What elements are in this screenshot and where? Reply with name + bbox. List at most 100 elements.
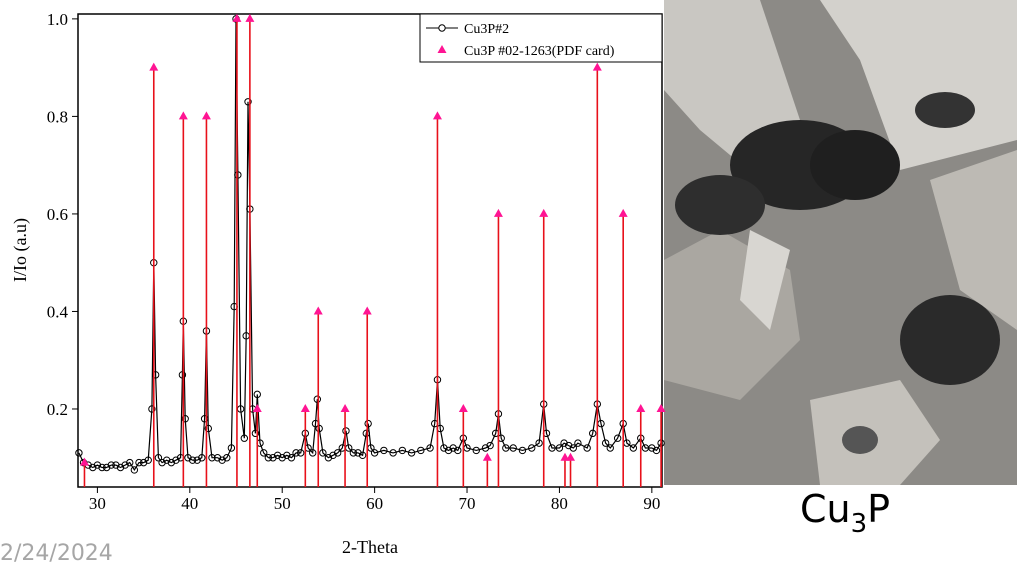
data-point <box>292 449 300 457</box>
y-tick-label: 0.8 <box>47 107 68 126</box>
data-point <box>208 454 216 462</box>
data-point <box>227 444 236 452</box>
y-tick-label: 0.6 <box>47 205 68 224</box>
data-point <box>154 454 163 462</box>
reference-marker <box>618 208 628 217</box>
data-point <box>204 424 212 433</box>
x-tick-label: 80 <box>551 494 568 513</box>
y-axis-label: I/Io (a.u) <box>10 218 31 282</box>
data-point <box>223 454 231 462</box>
x-tick-label: 30 <box>89 494 106 513</box>
data-point <box>370 449 379 457</box>
data-point <box>130 466 139 474</box>
data-point <box>472 446 480 455</box>
data-point <box>535 439 543 447</box>
data-point <box>107 461 115 469</box>
y-tick-label: 0.2 <box>47 400 68 419</box>
data-point <box>426 444 434 452</box>
data-point <box>319 449 327 457</box>
data-point <box>333 449 342 457</box>
data-point <box>364 419 372 428</box>
data-point <box>244 98 252 106</box>
data-point <box>181 415 189 423</box>
plot-frame <box>77 13 663 488</box>
data-point <box>309 449 317 457</box>
data-point <box>315 424 323 433</box>
data-point <box>313 395 322 403</box>
data-point <box>251 429 260 438</box>
data-point <box>98 463 106 472</box>
reference-marker <box>149 62 159 71</box>
reference-marker <box>362 306 372 315</box>
y-tick-label: 0.4 <box>47 302 69 321</box>
data-point <box>601 439 610 447</box>
data-point <box>264 454 273 462</box>
data-point <box>151 371 160 379</box>
x-tick-label: 90 <box>643 494 660 513</box>
reference-marker <box>340 403 350 412</box>
reference-marker <box>539 208 549 217</box>
data-point <box>588 429 597 438</box>
data-point <box>75 449 83 457</box>
data-point <box>398 446 407 455</box>
reference-marker <box>313 306 323 315</box>
data-point <box>358 451 367 460</box>
data-point <box>362 429 371 438</box>
reference-marker <box>432 111 442 120</box>
data-point <box>200 415 209 423</box>
x-tick-label: 50 <box>274 494 291 513</box>
x-tick-label: 60 <box>366 494 383 513</box>
data-point <box>148 405 156 413</box>
reference-marker <box>458 403 468 412</box>
data-point <box>652 446 661 455</box>
reference-marker <box>636 403 646 412</box>
data-point <box>349 449 358 457</box>
data-point <box>548 444 556 452</box>
data-point <box>253 390 261 399</box>
reference-marker <box>178 111 188 120</box>
reference-marker <box>232 13 242 22</box>
data-point <box>502 444 510 452</box>
data-point <box>144 456 152 464</box>
reference-marker <box>493 208 503 217</box>
data-point <box>555 444 564 452</box>
data-point <box>126 458 134 467</box>
data-point <box>198 454 206 462</box>
reference-marker <box>482 452 492 461</box>
data-point <box>342 427 350 435</box>
x-tick-label: 70 <box>459 494 476 513</box>
data-point <box>135 458 143 467</box>
legend-box <box>419 13 663 63</box>
y-tick-label: 1.0 <box>47 10 68 29</box>
x-tick-label: 40 <box>181 494 198 513</box>
data-point <box>389 449 397 457</box>
data-point <box>240 434 249 442</box>
data-point <box>234 171 242 179</box>
reference-marker <box>656 403 666 412</box>
reference-marker <box>201 111 211 120</box>
legend-label: Cu3P#2 <box>464 22 509 37</box>
legend: Cu3P#2 Cu3P #02-1263(PDF card) <box>419 13 663 63</box>
data-point <box>178 371 187 379</box>
reference-marker <box>79 457 89 466</box>
data-point <box>574 439 582 447</box>
reference-marker <box>592 62 602 71</box>
legend-marker <box>438 24 446 32</box>
data-point <box>518 446 527 455</box>
reference-marker <box>566 452 576 461</box>
data-point <box>287 454 296 462</box>
data-point <box>454 446 462 455</box>
data-point <box>380 446 388 455</box>
data-point <box>260 449 268 457</box>
data-point <box>583 444 591 452</box>
photo-caption: Cu3P <box>800 487 890 539</box>
date: 2/24/2024 <box>0 541 113 566</box>
data-point <box>606 444 614 452</box>
data-point <box>417 446 425 455</box>
legend-marker <box>437 45 447 53</box>
photo <box>664 0 1017 485</box>
data-point <box>528 444 536 452</box>
data-line <box>78 18 662 472</box>
data-point <box>629 444 638 452</box>
data-point <box>613 434 622 442</box>
